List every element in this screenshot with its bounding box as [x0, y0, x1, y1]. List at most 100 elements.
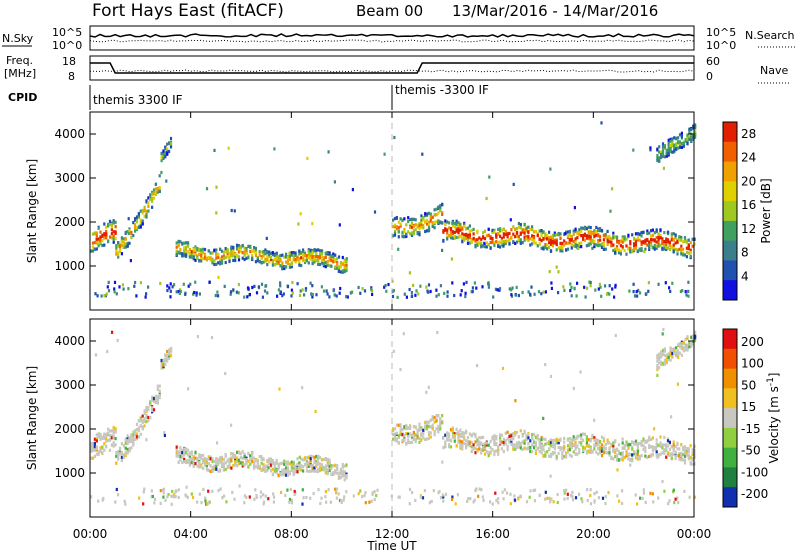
heatmap-cell — [319, 462, 322, 466]
heatmap-cell — [152, 408, 156, 412]
heatmap-cell — [126, 434, 129, 438]
heatmap-cell — [134, 433, 137, 437]
heatmap-cell — [493, 243, 496, 247]
heatmap-cell — [636, 236, 639, 240]
heatmap-cell — [585, 244, 588, 248]
heatmap-cell — [431, 221, 434, 225]
heatmap-cell — [523, 235, 526, 239]
heatmap-cell — [483, 452, 487, 456]
heatmap-cell — [634, 232, 638, 236]
heatmap-cell — [158, 396, 161, 400]
heatmap-cell — [192, 255, 195, 259]
heatmap-cell — [614, 333, 617, 338]
heatmap-cell — [241, 464, 244, 468]
heatmap-cell — [241, 450, 244, 454]
colorbar-segment — [723, 348, 737, 370]
heatmap-cell — [162, 495, 165, 499]
heatmap-cell — [279, 284, 282, 288]
heatmap-cell — [317, 467, 320, 471]
heatmap-cell — [623, 237, 626, 241]
heatmap-cell — [431, 427, 434, 431]
heatmap-cell — [410, 233, 414, 237]
heatmap-cell — [470, 228, 473, 232]
heatmap-cell — [633, 452, 636, 456]
heatmap-cell — [463, 441, 466, 446]
heatmap-cell — [657, 232, 660, 236]
heatmap-cell — [200, 465, 203, 469]
heatmap-cell — [576, 243, 579, 247]
heatmap-cell — [435, 417, 438, 421]
heatmap-cell — [604, 235, 607, 239]
heatmap-cell — [579, 370, 582, 374]
heatmap-cell — [666, 230, 670, 234]
heatmap-cell — [680, 244, 683, 248]
heatmap-cell — [555, 240, 558, 244]
heatmap-cell — [160, 170, 163, 175]
heatmap-cell — [616, 447, 619, 451]
heatmap-cell — [336, 467, 339, 471]
heatmap-cell — [288, 254, 291, 258]
heatmap-cell — [128, 227, 131, 231]
heatmap-cell — [135, 226, 139, 230]
heatmap-cell — [503, 488, 506, 492]
heatmap-cell — [135, 220, 139, 224]
heatmap-cell — [112, 436, 115, 440]
heatmap-cell — [540, 229, 543, 233]
heatmap-cell — [459, 222, 462, 226]
heatmap-cell — [429, 212, 432, 216]
heatmap-cell — [371, 292, 374, 296]
heatmap-cell — [482, 445, 485, 449]
heatmap-cell — [135, 422, 139, 426]
heatmap-cell — [621, 437, 624, 441]
heatmap-cell — [680, 134, 683, 138]
heatmap-cell — [286, 473, 290, 477]
heatmap-cell — [330, 467, 333, 471]
heatmap-cell — [589, 502, 593, 506]
heatmap-cell — [288, 472, 291, 476]
heatmap-cell — [101, 239, 104, 243]
heatmap-cell — [132, 221, 135, 225]
heatmap-cell — [457, 224, 460, 228]
heatmap-cell — [113, 290, 116, 294]
heatmap-cell — [181, 252, 184, 256]
heatmap-cell — [595, 450, 598, 454]
heatmap-cell — [665, 356, 668, 360]
heatmap-cell — [563, 448, 566, 452]
heatmap-cell — [655, 454, 658, 458]
heatmap-cell — [351, 290, 354, 294]
heatmap-cell — [642, 230, 645, 234]
heatmap-cell — [147, 209, 150, 213]
heatmap-cell — [480, 448, 483, 452]
heatmap-cell — [156, 395, 159, 399]
heatmap-cell — [278, 387, 281, 391]
heatmap-cell — [514, 430, 517, 434]
heatmap-cell — [461, 440, 464, 444]
heatmap-cell — [319, 256, 322, 260]
heatmap-cell — [213, 248, 216, 252]
cpid-segment-1: themis 3300 IF — [93, 93, 183, 107]
heatmap-cell — [177, 290, 180, 294]
heatmap-cell — [509, 502, 512, 506]
heatmap-cell — [548, 447, 551, 451]
heatmap-cell — [207, 455, 210, 459]
heatmap-cell — [457, 235, 460, 239]
heatmap-cell — [671, 350, 674, 354]
heatmap-cell — [306, 156, 309, 160]
heatmap-cell — [114, 220, 117, 224]
heatmap-cell — [343, 260, 346, 264]
heatmap-cell — [553, 438, 556, 442]
heatmap-cell — [141, 418, 144, 423]
heatmap-cell — [203, 463, 207, 467]
heatmap-cell — [455, 223, 458, 227]
heatmap-cell — [214, 293, 217, 298]
heatmap-cell — [612, 444, 615, 448]
heatmap-cell — [531, 443, 534, 447]
heatmap-cell — [489, 240, 492, 245]
heatmap-cell — [154, 187, 157, 191]
heatmap-cell — [273, 462, 276, 466]
heatmap-cell — [200, 259, 203, 263]
colorbar-tick-label: 16 — [741, 198, 756, 212]
heatmap-cell — [185, 460, 188, 465]
heatmap-cell — [307, 252, 310, 256]
nave-label: Nave — [760, 64, 788, 77]
